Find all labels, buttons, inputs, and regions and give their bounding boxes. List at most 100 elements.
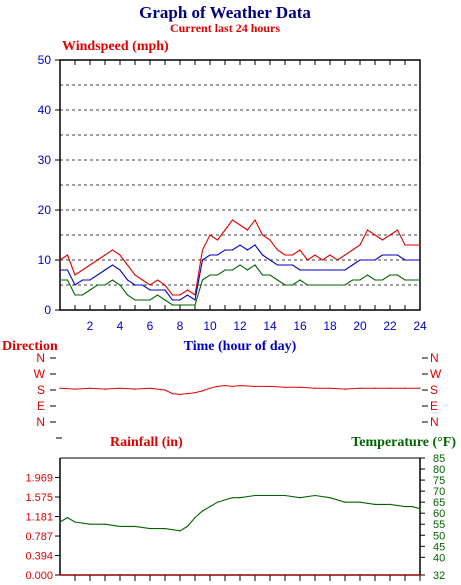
direction-point	[186, 392, 189, 395]
direction-point	[209, 387, 211, 389]
wind-point-green	[276, 279, 279, 281]
temp-ytick-label: 50	[433, 530, 445, 542]
wind-point-green	[314, 284, 316, 286]
temp-ylabel: Temperature (°F)	[351, 435, 456, 450]
wind-xtick-label: 16	[293, 319, 307, 333]
temp-ytick-label: 65	[433, 497, 445, 509]
wind-point-green	[404, 279, 406, 281]
wind-point-red	[359, 244, 361, 246]
wind-point-green	[291, 284, 294, 286]
wind-point-green	[389, 274, 391, 276]
wind-point-blue	[261, 254, 264, 256]
wind-point-green	[254, 264, 256, 266]
direction-point	[104, 388, 106, 390]
temp-ytick-label: 70	[433, 486, 445, 498]
wind-point-green	[381, 279, 384, 281]
wind-point-red	[291, 254, 294, 256]
wind-point-red	[96, 259, 99, 261]
wind-point-blue	[276, 264, 279, 266]
wind-point-green	[111, 279, 114, 281]
wind-point-blue	[164, 289, 166, 291]
temperature-point	[209, 505, 211, 508]
wind-point-blue	[59, 269, 61, 271]
temperature-point	[231, 497, 234, 499]
wind-point-green	[239, 264, 241, 266]
temperature-point	[419, 508, 421, 510]
direction-point	[404, 387, 406, 389]
direction-point	[216, 385, 219, 388]
wind-point-green	[164, 299, 166, 301]
temperature-point	[284, 494, 286, 497]
wind-point-blue	[134, 284, 136, 286]
wind-ytick-label: 50	[38, 53, 52, 67]
wind-point-red	[171, 294, 174, 296]
wind-xtick-label: 6	[147, 319, 154, 333]
wind-point-green	[321, 284, 324, 286]
temperature-point	[299, 497, 301, 499]
direction-point	[284, 386, 286, 388]
wind-point-red	[216, 239, 219, 241]
wind-point-red	[246, 229, 249, 231]
temperature-point	[201, 510, 204, 512]
temperature-point	[404, 505, 406, 508]
wind-point-red	[299, 249, 301, 251]
direction-point	[149, 387, 151, 389]
wind-point-red	[329, 254, 331, 256]
wind-point-blue	[81, 279, 84, 281]
wind-point-blue	[306, 269, 309, 271]
wind-point-red	[231, 219, 234, 221]
chart-subtitle: Current last 24 hours	[170, 21, 280, 35]
wind-xtick-label: 12	[233, 319, 247, 333]
wind-point-red	[224, 229, 226, 231]
wind-grid	[60, 84, 420, 286]
wind-point-red	[314, 254, 316, 256]
wind-point-green	[156, 294, 159, 296]
wind-point-green	[396, 274, 399, 276]
wind-point-blue	[366, 259, 369, 261]
wind-point-green	[81, 294, 84, 296]
direction-point	[119, 387, 121, 389]
wind-point-red	[389, 234, 391, 236]
temperature-point	[224, 499, 226, 501]
wind-point-red	[194, 294, 196, 296]
temperature-point	[186, 525, 189, 528]
wind-series-line-blue	[60, 244, 420, 301]
wind-point-green	[366, 274, 369, 276]
temperature-point	[66, 517, 69, 519]
wind-point-blue	[404, 259, 406, 261]
direction-point	[419, 387, 421, 389]
wind-point-red	[284, 254, 286, 256]
wind-point-green	[411, 279, 414, 281]
temperature-point	[374, 503, 376, 505]
wind-point-red	[336, 259, 339, 261]
wind-point-green	[216, 274, 219, 276]
direction-point	[269, 385, 271, 388]
rain-ytick-label: 1.181	[25, 512, 53, 524]
temperature-point	[269, 494, 271, 497]
temperature-point	[344, 501, 346, 503]
rain-ytick-label: 1.969	[25, 473, 53, 485]
wind-point-green	[104, 284, 106, 286]
wind-point-green	[209, 274, 211, 276]
wind-point-blue	[246, 249, 249, 251]
wind-point-red	[119, 254, 121, 256]
direction-right-label: W	[430, 367, 442, 381]
rain-ytick-label: 0.787	[25, 531, 53, 543]
wind-point-red	[59, 259, 61, 261]
direction-ticks: N NW WS SE EN N	[34, 351, 442, 429]
wind-point-blue	[179, 299, 181, 301]
wind-point-green	[134, 299, 136, 301]
temperature-point	[179, 530, 181, 532]
wind-ytick-label: 0	[44, 303, 51, 317]
rain-ytick-label: 0.000	[25, 570, 53, 582]
wind-point-red	[186, 289, 189, 291]
direction-point	[171, 392, 174, 395]
rain-ytick-label: 1.575	[25, 492, 53, 504]
wind-point-blue	[389, 254, 391, 256]
temperature-point	[59, 521, 61, 523]
temperature-point	[194, 517, 196, 519]
direction-series	[56, 384, 421, 439]
temperature-point	[134, 525, 136, 528]
wind-point-red	[209, 234, 211, 236]
